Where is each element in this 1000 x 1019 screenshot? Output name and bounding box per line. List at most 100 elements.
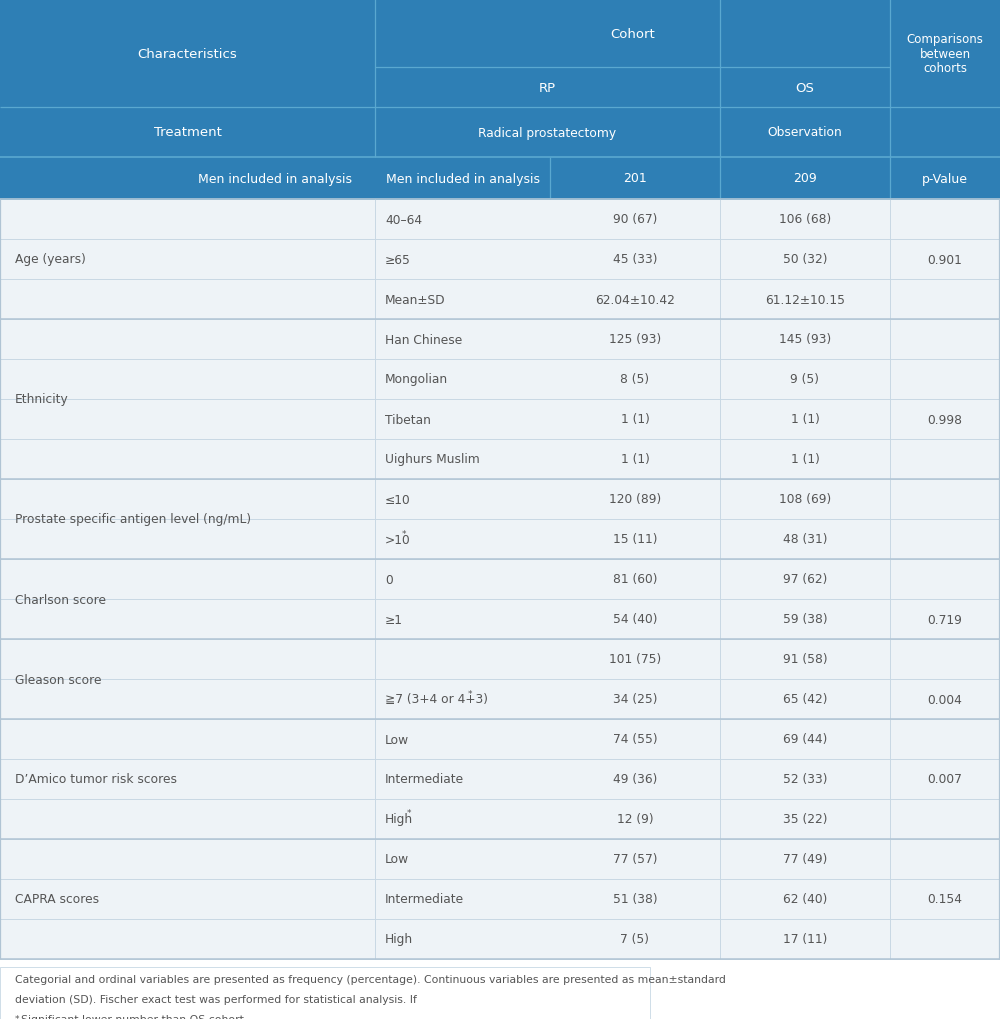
- Text: 1 (1): 1 (1): [791, 453, 819, 466]
- Text: 49 (36): 49 (36): [613, 772, 657, 786]
- Text: 52 (33): 52 (33): [783, 772, 827, 786]
- Text: *: *: [468, 689, 472, 698]
- Text: ≤10: ≤10: [385, 493, 411, 506]
- Text: 17 (11): 17 (11): [783, 932, 827, 946]
- Bar: [0, 599, 1000, 639]
- Text: 40–64: 40–64: [385, 213, 422, 226]
- Text: Low: Low: [385, 853, 409, 866]
- Text: 0.719: 0.719: [928, 612, 962, 626]
- Text: 54 (40): 54 (40): [613, 612, 657, 626]
- Text: *: *: [15, 1014, 20, 1019]
- Text: Men included in analysis: Men included in analysis: [198, 172, 352, 185]
- Text: Men included in analysis: Men included in analysis: [386, 172, 540, 185]
- Text: 9 (5): 9 (5): [790, 373, 820, 386]
- Text: Gleason score: Gleason score: [15, 673, 102, 686]
- Bar: [0, 239, 1000, 280]
- Text: Age (years): Age (years): [15, 254, 86, 266]
- Text: 15 (11): 15 (11): [613, 533, 657, 546]
- Bar: [0, 719, 1000, 759]
- Text: Low: Low: [385, 733, 409, 746]
- Bar: [0, 919, 1000, 959]
- Text: 62.04±10.42: 62.04±10.42: [595, 293, 675, 306]
- Text: 1 (1): 1 (1): [621, 413, 649, 426]
- Bar: [0, 759, 1000, 799]
- Text: 120 (89): 120 (89): [609, 493, 661, 506]
- Text: 8 (5): 8 (5): [620, 373, 650, 386]
- Text: Categorial and ordinal variables are presented as frequency (percentage). Contin: Categorial and ordinal variables are pre…: [15, 974, 726, 984]
- Bar: [0, 360, 1000, 399]
- Text: Cohort: Cohort: [610, 28, 655, 41]
- Text: 106 (68): 106 (68): [779, 213, 831, 226]
- Text: Mean±SD: Mean±SD: [385, 293, 446, 306]
- Text: 74 (55): 74 (55): [613, 733, 657, 746]
- Text: 0.004: 0.004: [928, 693, 962, 706]
- Text: Comparisons
between
cohorts: Comparisons between cohorts: [907, 33, 983, 75]
- Text: Ethnicity: Ethnicity: [15, 393, 69, 407]
- Text: 97 (62): 97 (62): [783, 573, 827, 586]
- Text: ≥1: ≥1: [385, 612, 403, 626]
- Text: ≥65: ≥65: [385, 254, 411, 266]
- Text: 51 (38): 51 (38): [613, 893, 657, 906]
- Bar: [0, 879, 1000, 919]
- Bar: [0, 0, 1000, 158]
- Text: RP: RP: [539, 82, 556, 95]
- Text: 77 (49): 77 (49): [783, 853, 827, 866]
- Text: 69 (44): 69 (44): [783, 733, 827, 746]
- Bar: [0, 520, 1000, 559]
- Text: 59 (38): 59 (38): [783, 612, 827, 626]
- Bar: [0, 559, 1000, 599]
- Text: 34 (25): 34 (25): [613, 693, 657, 706]
- Text: 1 (1): 1 (1): [621, 453, 649, 466]
- Text: Characteristics: Characteristics: [138, 48, 237, 60]
- Bar: [0, 320, 1000, 360]
- Text: High: High: [385, 932, 413, 946]
- Text: 90 (67): 90 (67): [613, 213, 657, 226]
- Text: CAPRA scores: CAPRA scores: [15, 893, 99, 906]
- Text: 101 (75): 101 (75): [609, 653, 661, 665]
- Text: Mongolian: Mongolian: [385, 373, 448, 386]
- Text: Han Chinese: Han Chinese: [385, 333, 462, 346]
- Bar: [0, 967, 650, 1019]
- Bar: [0, 439, 1000, 480]
- Text: 65 (42): 65 (42): [783, 693, 827, 706]
- Bar: [0, 480, 1000, 520]
- Text: 35 (22): 35 (22): [783, 813, 827, 825]
- Text: >10: >10: [385, 533, 411, 546]
- Bar: [0, 200, 1000, 239]
- Text: *: *: [402, 529, 406, 538]
- Text: Tibetan: Tibetan: [385, 413, 431, 426]
- Text: 201: 201: [623, 172, 647, 185]
- Text: 48 (31): 48 (31): [783, 533, 827, 546]
- Bar: [0, 639, 1000, 680]
- Text: 0.901: 0.901: [928, 254, 962, 266]
- Text: 91 (58): 91 (58): [783, 653, 827, 665]
- Text: 61.12±10.15: 61.12±10.15: [765, 293, 845, 306]
- Text: p-Value: p-Value: [922, 172, 968, 185]
- Text: 0.998: 0.998: [928, 413, 962, 426]
- Text: 0.007: 0.007: [928, 772, 962, 786]
- Bar: [0, 799, 1000, 840]
- Text: 0.154: 0.154: [928, 893, 962, 906]
- Text: Prostate specific antigen level (ng/mL): Prostate specific antigen level (ng/mL): [15, 513, 251, 526]
- Text: 50 (32): 50 (32): [783, 254, 827, 266]
- Text: Intermediate: Intermediate: [385, 893, 464, 906]
- Text: 77 (57): 77 (57): [613, 853, 657, 866]
- Bar: [0, 680, 1000, 719]
- Text: Intermediate: Intermediate: [385, 772, 464, 786]
- Bar: [0, 840, 1000, 879]
- Text: 209: 209: [793, 172, 817, 185]
- Text: 145 (93): 145 (93): [779, 333, 831, 346]
- Text: 125 (93): 125 (93): [609, 333, 661, 346]
- Text: High: High: [385, 813, 413, 825]
- Text: 12 (9): 12 (9): [617, 813, 653, 825]
- Text: *: *: [407, 809, 412, 817]
- Text: Charlson score: Charlson score: [15, 593, 106, 606]
- Text: 108 (69): 108 (69): [779, 493, 831, 506]
- Bar: [0, 158, 1000, 200]
- Text: Treatment: Treatment: [154, 126, 221, 140]
- Text: 7 (5): 7 (5): [620, 932, 650, 946]
- Text: 81 (60): 81 (60): [613, 573, 657, 586]
- Text: Significant lower number than OS cohort.: Significant lower number than OS cohort.: [21, 1014, 247, 1019]
- Text: Uighurs Muslim: Uighurs Muslim: [385, 453, 480, 466]
- Text: Radical prostatectomy: Radical prostatectomy: [478, 126, 617, 140]
